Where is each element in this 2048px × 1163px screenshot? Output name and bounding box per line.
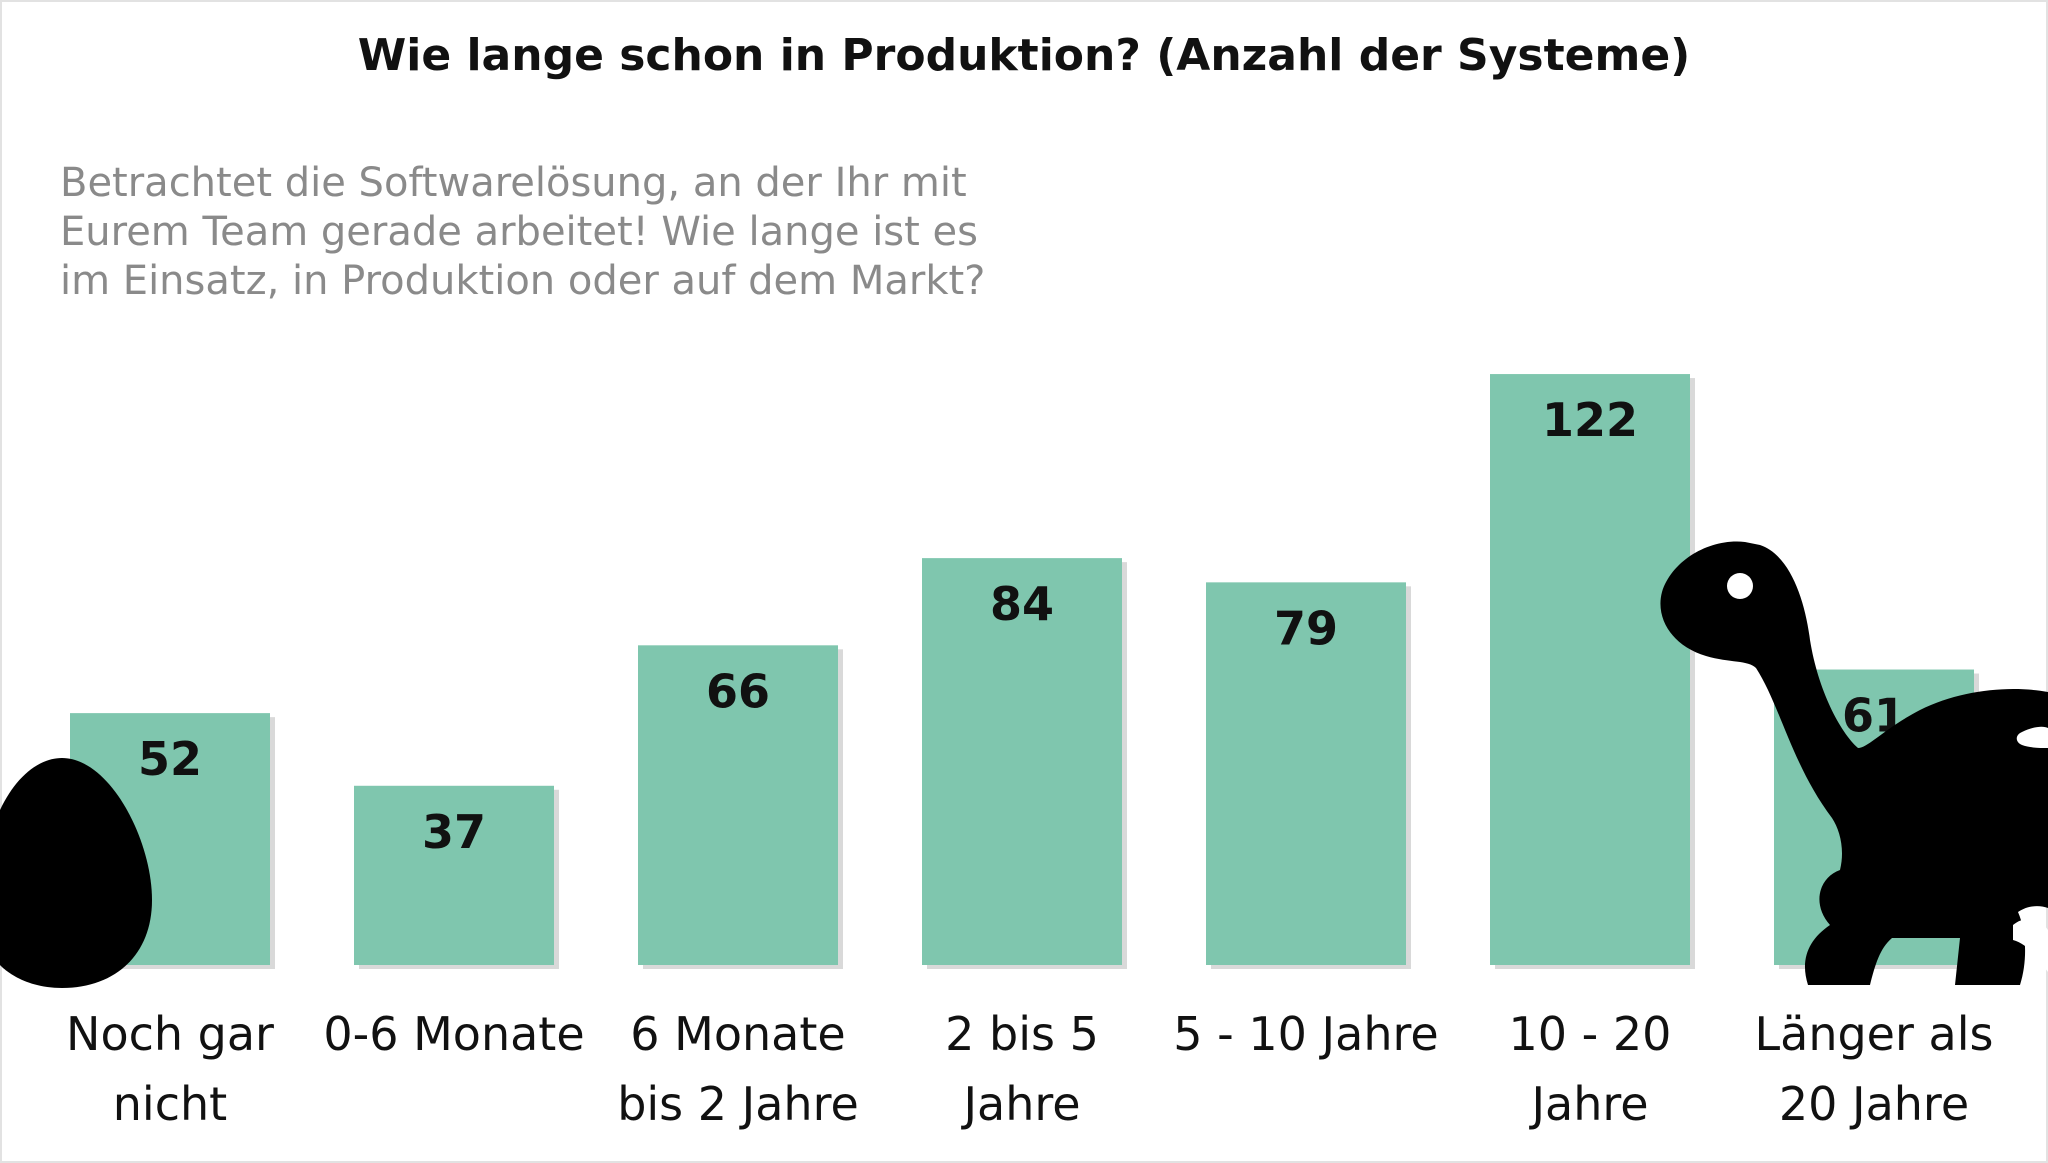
bar	[638, 645, 838, 965]
subtitle-line: Betrachtet die Softwarelösung, an der Ih…	[60, 160, 967, 206]
x-tick-label: 2 bis 5	[945, 1007, 1099, 1061]
egg-icon	[0, 758, 152, 988]
x-tick-label: Noch gar	[66, 1007, 274, 1061]
x-tick-label: 5 - 10 Jahre	[1173, 1007, 1438, 1061]
bar-value-label: 37	[422, 805, 486, 859]
x-tick-label: 20 Jahre	[1779, 1077, 1969, 1131]
dinosaur-icon	[1660, 541, 2048, 985]
bar-value-label: 84	[990, 577, 1054, 631]
bar-value-label: 122	[1542, 393, 1638, 447]
bar-value-label: 52	[138, 732, 202, 786]
x-tick-label: 6 Monate	[630, 1007, 845, 1061]
bar-value-label: 79	[1274, 601, 1338, 655]
x-tick-label: Jahre	[1528, 1077, 1648, 1131]
x-tick-label: Länger als	[1755, 1007, 1994, 1061]
dinosaur-tail-icon	[2013, 918, 2048, 972]
subtitle-line: im Einsatz, in Produktion oder auf dem M…	[60, 258, 985, 304]
x-tick-label: bis 2 Jahre	[617, 1077, 859, 1131]
dinosaur-spot-icon	[2016, 726, 2048, 748]
bar	[1490, 374, 1690, 965]
bar	[354, 785, 554, 965]
chart-title: Wie lange schon in Produktion? (Anzahl d…	[358, 30, 1691, 81]
x-tick-label: 0-6 Monate	[323, 1007, 584, 1061]
x-tick-label: Jahre	[960, 1077, 1080, 1131]
dinosaur-eye-icon	[1727, 573, 1753, 599]
category-labels-group: Noch gar nicht 0-6 Monate 6 Monate bis 2 Jah…	[66, 1007, 1993, 1131]
x-tick-label: 10 - 20	[1509, 1007, 1672, 1061]
bar	[922, 558, 1122, 965]
subtitle-line: Eurem Team gerade arbeitet! Wie lange is…	[60, 209, 978, 255]
x-tick-label: nicht	[113, 1077, 227, 1131]
bar-value-label: 66	[706, 664, 770, 718]
bar	[1206, 582, 1406, 965]
